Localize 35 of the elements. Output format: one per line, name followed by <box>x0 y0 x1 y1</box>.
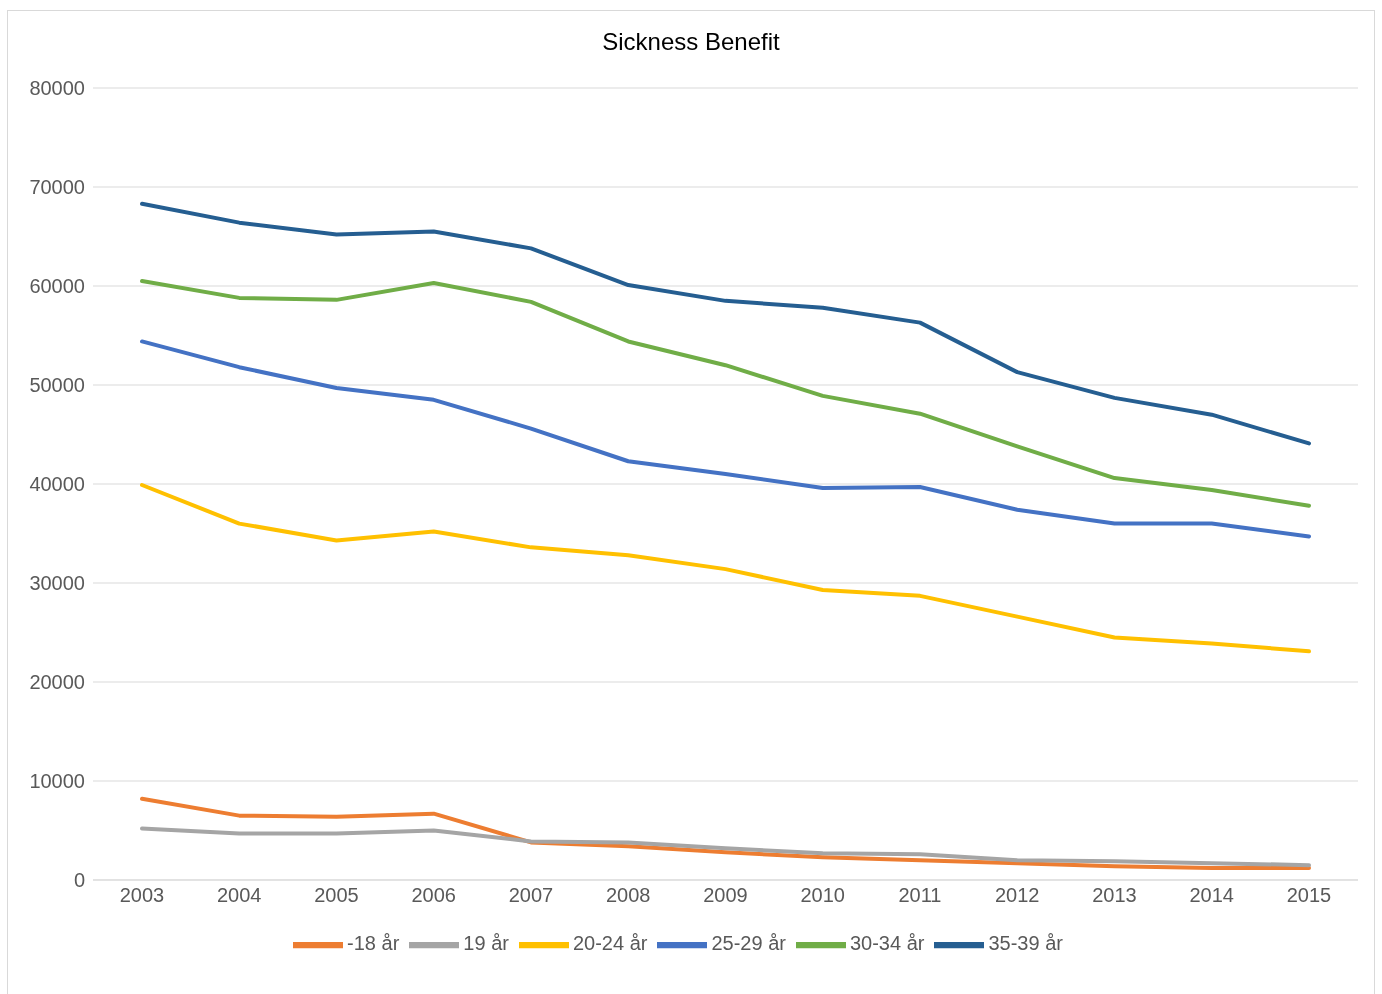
x-tick-label: 2008 <box>606 884 651 907</box>
line-series <box>140 482 1311 654</box>
y-tick-label: 40000 <box>29 473 85 496</box>
y-tick-label: 20000 <box>29 671 85 694</box>
line-series <box>140 279 1311 508</box>
line-series <box>140 339 1311 539</box>
x-tick-label: 2012 <box>995 884 1040 907</box>
x-tick-label: 2006 <box>411 884 456 907</box>
x-tick-label: 2010 <box>800 884 845 907</box>
x-tick-label: 2003 <box>119 884 165 907</box>
y-tick-label: 60000 <box>29 275 85 298</box>
x-tick-label: 2009 <box>703 884 748 907</box>
x-tick-label: 2007 <box>508 884 554 907</box>
legend-label: -18 år <box>347 932 400 955</box>
x-tick-label: 2014 <box>1189 884 1234 907</box>
legend-label: 35-39 år <box>988 932 1063 955</box>
chart-title: Sickness Benefit <box>601 28 781 56</box>
legend-label: 30-34 år <box>849 932 925 955</box>
x-tick-label: 2015 <box>1286 884 1332 907</box>
line-series <box>140 796 1311 871</box>
legend-label: 19 år <box>463 932 509 955</box>
y-tick-label: 50000 <box>29 374 85 397</box>
y-tick-label: 80000 <box>29 77 85 100</box>
x-tick-label: 2005 <box>314 884 359 907</box>
y-tick-label: 0 <box>73 869 85 892</box>
line-series <box>140 201 1311 446</box>
y-tick-label: 30000 <box>29 572 85 595</box>
x-tick-label: 2013 <box>1092 884 1137 907</box>
x-tick-label: 2011 <box>898 884 942 907</box>
y-tick-label: 70000 <box>29 176 85 199</box>
legend-label: 20-24 år <box>572 932 648 955</box>
legend-label: 25-29 år <box>711 932 786 955</box>
y-tick-label: 10000 <box>29 770 85 793</box>
x-tick-label: 2004 <box>217 884 262 907</box>
line-series <box>140 826 1311 868</box>
